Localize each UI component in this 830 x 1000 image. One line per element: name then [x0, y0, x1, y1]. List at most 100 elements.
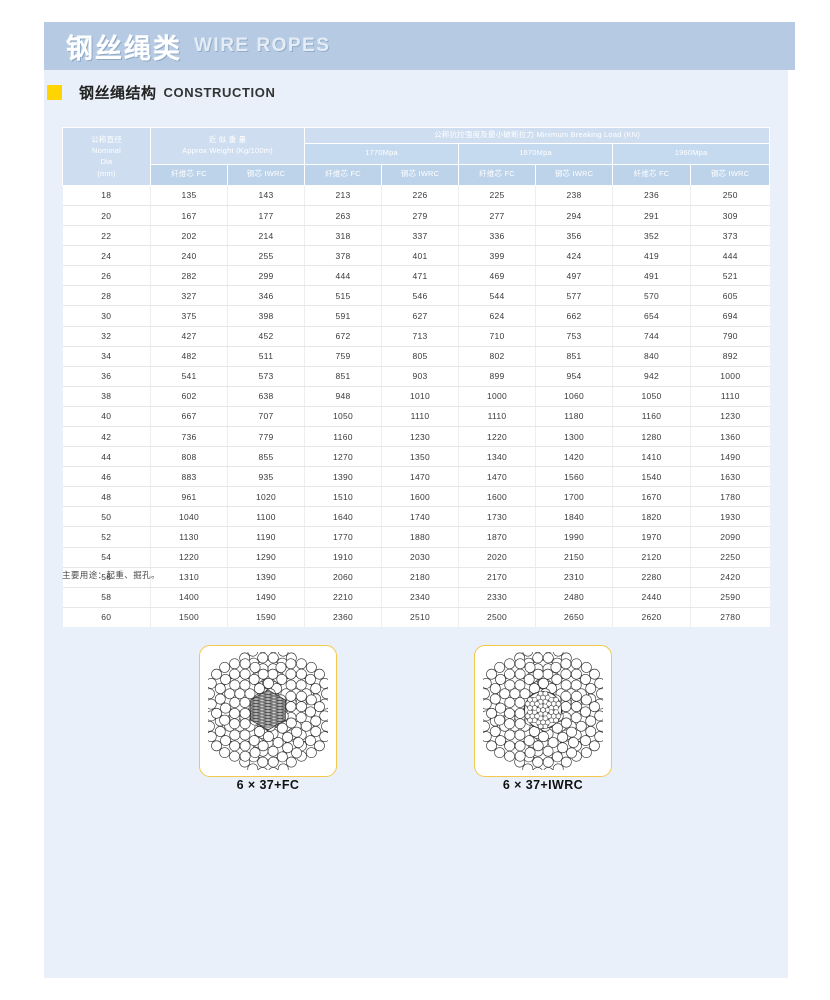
- wire-rope-6x37-iwrc-icon: [483, 652, 603, 770]
- construction-diagrams: 6 × 37+FC 6 × 37+IWRC: [62, 645, 769, 805]
- table-cell: 469: [458, 265, 537, 287]
- cell-nominal-dia: 42: [62, 426, 151, 448]
- mbl-1770-fc: 纤维芯 FC: [304, 163, 383, 186]
- table-cell: 399: [458, 245, 537, 267]
- table-cell: 2590: [690, 587, 770, 608]
- table-cell: 851: [535, 346, 614, 367]
- cell-nominal-dia: 58: [62, 587, 151, 608]
- table-cell: 167: [150, 205, 228, 227]
- nominal-dia-en3: (mm): [97, 168, 116, 178]
- table-cell: 263: [304, 205, 383, 227]
- table-cell: 1870: [458, 526, 537, 548]
- table-cell: 802: [458, 346, 537, 367]
- table-cell: 471: [381, 265, 460, 287]
- table-cell: 1110: [690, 386, 770, 407]
- table-cell: 1300: [535, 426, 614, 448]
- table-cell: 373: [690, 225, 770, 247]
- table-cell: 1110: [381, 406, 460, 428]
- table-cell: 1400: [150, 587, 228, 608]
- approx-weight-en: Approx Weight (Kg/100m): [182, 145, 273, 155]
- table-cell: 2650: [535, 607, 614, 627]
- table-cell: 935: [227, 466, 306, 488]
- section-title-cn: 钢丝绳结构: [79, 84, 157, 102]
- table-cell: 309: [690, 205, 770, 227]
- table-cell: 1350: [381, 446, 460, 468]
- table-cell: 1360: [690, 426, 770, 448]
- table-cell: 135: [150, 185, 228, 206]
- table-cell: 2310: [535, 567, 614, 588]
- table-cell: 1020: [227, 486, 306, 508]
- table-cell: 250: [690, 185, 770, 206]
- table-cell: 672: [304, 326, 383, 347]
- table-cell: 667: [150, 406, 228, 428]
- table-cell: 1220: [150, 547, 228, 568]
- table-cell: 2780: [690, 607, 770, 627]
- table-cell: 1490: [227, 587, 306, 608]
- cell-nominal-dia: 48: [62, 486, 151, 508]
- table-cell: 226: [381, 185, 460, 206]
- table-cell: 627: [381, 305, 460, 327]
- cell-nominal-dia: 52: [62, 526, 151, 548]
- table-cell: 851: [304, 366, 383, 387]
- table-cell: 808: [150, 446, 228, 468]
- table-cell: 1190: [227, 526, 306, 548]
- table-cell: 883: [150, 466, 228, 488]
- cell-nominal-dia: 34: [62, 346, 151, 367]
- table-body: 18 135 143 213 226 225 238 236 250 20 167 177 263 279…: [62, 185, 770, 627]
- grade-1770: 1770Mpa: [304, 142, 460, 165]
- table-cell: 214: [227, 225, 306, 247]
- table-row: 30 375 398 591 627 624 662 654 694: [62, 305, 770, 327]
- cell-nominal-dia: 40: [62, 406, 151, 428]
- table-cell: 2120: [612, 547, 692, 568]
- spec-table-container: 公称直径 Nominal Dia (mm) 近 似 重 量 Approx Wei…: [62, 127, 771, 627]
- page-title-en: WIRE ROPES: [194, 35, 331, 56]
- table-cell: 2210: [304, 587, 383, 608]
- diagram-label-6x37-fc: 6 × 37+FC: [236, 778, 300, 792]
- table-cell: 1880: [381, 526, 460, 548]
- diagram-card-6x37-fc: [199, 645, 337, 777]
- table-row: 32 427 452 672 713 710 753 744 790: [62, 326, 770, 347]
- table-row: 58 1400 1490 2210 2340 2330 2480 2440 2590: [62, 587, 770, 608]
- table-cell: 255: [227, 245, 306, 267]
- table-cell: 624: [458, 305, 537, 327]
- table-cell: 1230: [381, 426, 460, 448]
- table-cell: 279: [381, 205, 460, 227]
- table-cell: 375: [150, 305, 228, 327]
- table-cell: 954: [535, 366, 614, 387]
- weight-fc: 纤维芯 FC: [150, 163, 228, 186]
- table-cell: 1470: [381, 466, 460, 488]
- table-cell: 1130: [150, 526, 228, 548]
- table-cell: 1510: [304, 486, 383, 508]
- table-row: 26 282 299 444 471 469 497 491 521: [62, 265, 770, 287]
- wire-rope-6x37-fc-icon: [208, 652, 328, 770]
- table-footnote: 主要用途：起重、掘孔。: [62, 570, 160, 580]
- weight-iwrc: 钢芯 IWRC: [226, 163, 306, 186]
- table-cell: 299: [227, 265, 306, 287]
- table-cell: 591: [304, 305, 383, 327]
- table-head: 公称直径 Nominal Dia (mm) 近 似 重 量 Approx Wei…: [62, 127, 771, 186]
- table-cell: 2250: [690, 547, 770, 568]
- table-cell: 1340: [458, 446, 537, 468]
- table-cell: 336: [458, 225, 537, 247]
- header-row-1: 公称直径 Nominal Dia (mm) 近 似 重 量 Approx Wei…: [62, 127, 771, 186]
- bullet-square-icon: [47, 84, 62, 100]
- table-cell: 427: [150, 326, 228, 347]
- table-cell: 1420: [535, 446, 614, 468]
- cell-nominal-dia: 28: [62, 285, 151, 307]
- table-cell: 1410: [612, 446, 692, 468]
- cell-nominal-dia: 50: [62, 506, 151, 528]
- table-cell: 2360: [304, 607, 383, 627]
- table-cell: 961: [150, 486, 228, 508]
- cell-nominal-dia: 30: [62, 305, 151, 327]
- table-cell: 378: [304, 245, 383, 267]
- table-cell: 546: [381, 285, 460, 307]
- table-cell: 605: [690, 285, 770, 307]
- table-cell: 2340: [381, 587, 460, 608]
- nominal-dia-en1: Nominal: [92, 146, 121, 156]
- table-cell: 1050: [612, 386, 692, 407]
- table-cell: 2440: [612, 587, 692, 608]
- table-row: 44 808 855 1270 1350 1340 1420 1410 1490: [62, 446, 770, 468]
- table-cell: 398: [227, 305, 306, 327]
- table-cell: 1290: [227, 547, 306, 568]
- table-cell: 942: [612, 366, 692, 387]
